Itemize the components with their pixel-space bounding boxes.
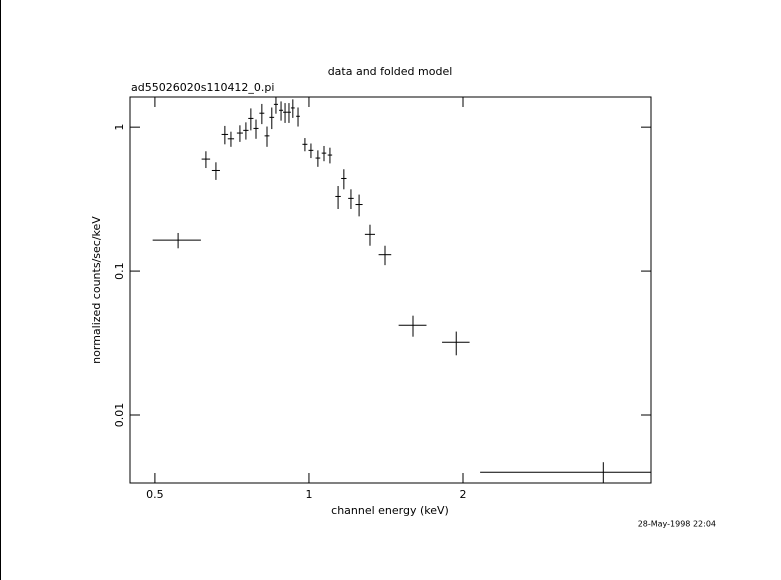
y-axis-label: normalized counts/sec/keV: [90, 216, 103, 364]
x-tick-label: 2: [460, 488, 467, 501]
y-tick-label: 0.1: [113, 262, 126, 280]
timestamp: 28-May-1998 22:04: [638, 520, 716, 529]
x-tick-label: 1: [305, 488, 312, 501]
plot-frame: [129, 96, 652, 484]
data-layer: [152, 97, 651, 483]
chart-title: data and folded model: [328, 65, 453, 78]
x-tick-label: 0.5: [146, 488, 164, 501]
chart-subtitle: ad55026020s110412_0.pi: [131, 81, 274, 94]
x-axis-label: channel energy (keV): [331, 504, 449, 517]
y-tick-label: 1: [113, 124, 126, 131]
y-tick-label: 0.01: [113, 403, 126, 428]
